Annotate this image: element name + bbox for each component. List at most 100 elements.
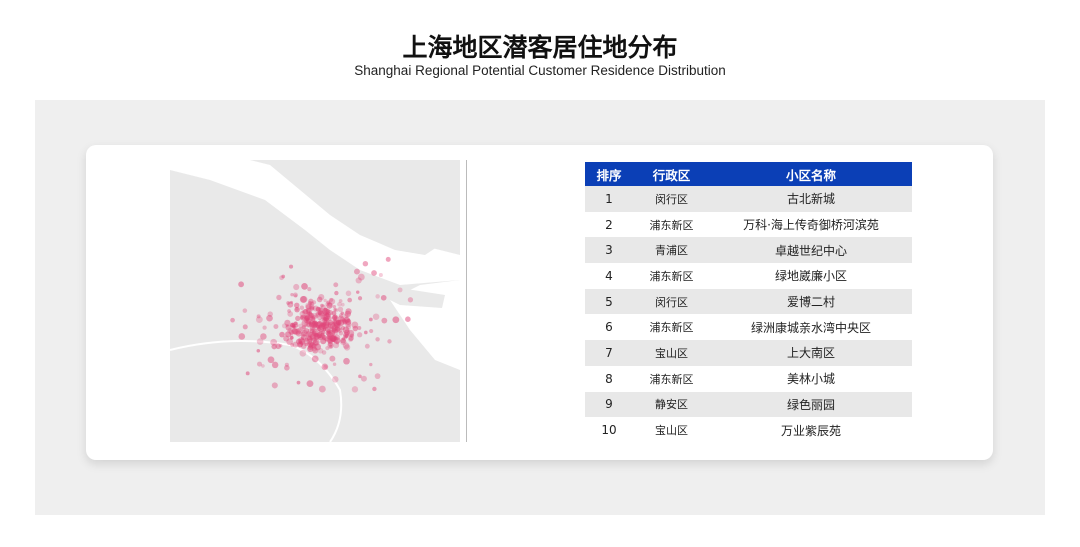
customer-dot — [296, 380, 301, 385]
customer-dot — [311, 307, 315, 311]
table-row: 6 浦东新区 绿洲康城亲水湾中央区 — [585, 314, 912, 340]
district-cell: 闵行区 — [633, 186, 710, 212]
customer-dot — [309, 333, 317, 340]
customer-dot — [311, 314, 316, 319]
table-row: 1 闵行区 古北新城 — [585, 186, 912, 212]
customer-dot — [302, 325, 306, 330]
customer-dot — [300, 336, 305, 341]
rank-cell: 2 — [605, 217, 613, 232]
customer-dot — [300, 332, 306, 337]
customer-dot — [267, 311, 273, 317]
customer-dot — [342, 326, 350, 334]
customer-dot — [309, 305, 315, 311]
customer-dot — [337, 306, 344, 313]
customer-dot — [316, 296, 323, 303]
customer-dot — [317, 329, 321, 334]
customer-dot — [256, 338, 264, 345]
customer-dot — [407, 297, 414, 303]
customer-dot — [340, 311, 345, 316]
rank-cell: 8 — [605, 371, 613, 386]
customer-dot — [333, 320, 341, 327]
table-row: 7 宝山区 上大南区 — [585, 340, 912, 366]
customer-dot — [245, 371, 250, 376]
page-title: 上海地区潜客居住地分布 — [402, 33, 678, 62]
customer-dot — [328, 335, 333, 341]
customer-dot — [307, 287, 312, 292]
customer-dot — [293, 321, 298, 326]
customer-dot — [333, 319, 340, 326]
customer-dot — [342, 342, 350, 349]
customer-dot — [321, 322, 326, 327]
customer-dot — [304, 315, 310, 321]
customer-dot — [375, 294, 380, 299]
shanghai-heat-map — [170, 160, 460, 442]
customer-dot — [371, 270, 377, 276]
customer-dot — [301, 310, 305, 314]
rank-cell: 7 — [585, 340, 633, 366]
customer-dot — [327, 342, 334, 350]
customer-dots — [230, 256, 414, 393]
customer-dot — [328, 298, 336, 305]
rank-cell: 4 — [605, 268, 613, 283]
customer-dot — [287, 301, 294, 308]
customer-dot — [304, 320, 311, 328]
customer-dot — [340, 302, 345, 307]
customer-dot — [334, 308, 339, 312]
customer-dot — [323, 364, 328, 370]
customer-dot — [343, 332, 349, 339]
customer-dot — [304, 342, 308, 347]
customer-dot — [368, 317, 373, 322]
customer-dot — [318, 334, 322, 339]
customer-dot — [298, 323, 304, 329]
customer-dot — [285, 324, 292, 331]
customer-dot — [261, 364, 265, 368]
customer-dot — [297, 337, 305, 344]
customer-dot — [347, 297, 353, 303]
customer-dot — [375, 337, 380, 342]
customer-dot — [324, 320, 330, 326]
customer-dot — [338, 330, 344, 336]
customer-dot — [283, 335, 290, 342]
customer-dot — [318, 310, 325, 317]
customer-dot — [304, 337, 309, 342]
table-row: 4 浦东新区 绿地崴廉小区 — [585, 263, 912, 289]
customer-dot — [318, 318, 325, 324]
customer-dot — [306, 307, 312, 314]
customer-dot — [325, 330, 330, 336]
customer-dot — [392, 316, 400, 324]
customer-dot — [271, 382, 278, 389]
customer-dot — [305, 302, 312, 309]
customer-dot — [312, 347, 319, 354]
customer-dot — [267, 356, 275, 364]
customer-dot — [324, 337, 328, 342]
customer-dot — [323, 311, 328, 316]
customer-dot — [290, 343, 295, 347]
page-subtitle: Shanghai Regional Potential Customer Res… — [354, 63, 726, 78]
customer-dot — [313, 333, 321, 340]
customer-dot — [323, 308, 328, 313]
customer-dot — [309, 301, 315, 306]
customer-dot — [354, 268, 360, 275]
customer-dot — [292, 328, 299, 335]
customer-dot — [305, 331, 313, 338]
customer-dot — [310, 326, 316, 332]
customer-dot — [345, 308, 352, 315]
customer-dot — [349, 333, 355, 338]
customer-dot — [290, 335, 294, 340]
customer-dot — [290, 292, 294, 297]
customer-dot — [271, 361, 279, 369]
customer-dot — [285, 324, 289, 328]
customer-dot — [299, 340, 303, 344]
customer-dot — [345, 319, 352, 326]
customer-dot — [326, 335, 331, 339]
customer-dot — [336, 320, 342, 326]
customer-dot — [321, 363, 329, 371]
customer-dot — [357, 325, 362, 331]
customer-dot — [293, 283, 300, 291]
customer-dot — [323, 298, 327, 303]
customer-dot — [299, 311, 306, 317]
customer-dot — [308, 323, 313, 327]
customer-dot — [351, 321, 359, 329]
customer-dot — [369, 328, 374, 334]
customer-dot — [325, 311, 332, 318]
